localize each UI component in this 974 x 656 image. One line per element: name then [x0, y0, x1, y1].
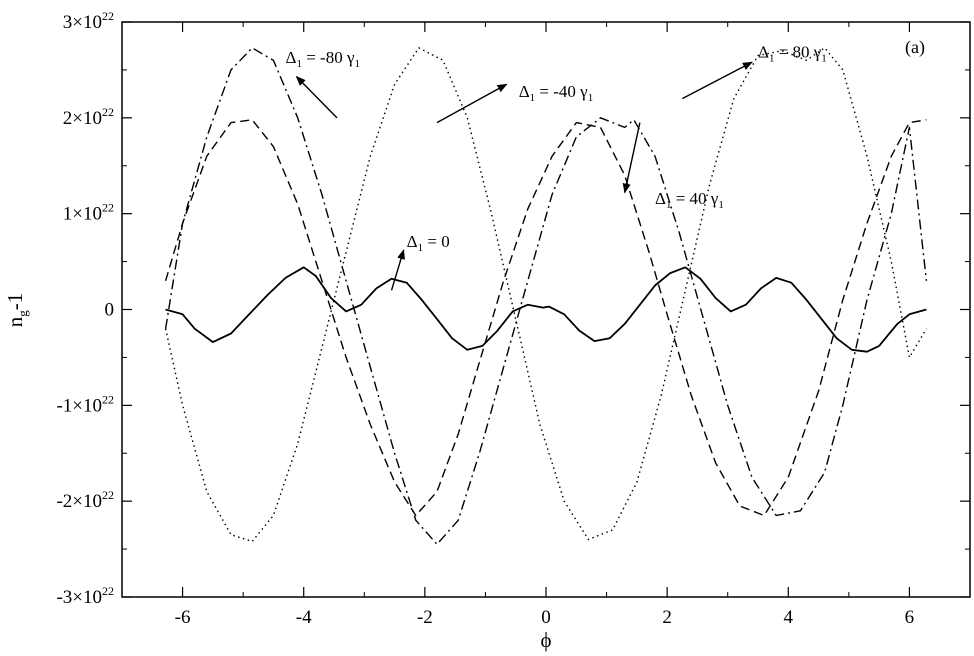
- x-axis-title: ϕ: [540, 628, 551, 652]
- annotation-plus-80-arrow: [681, 61, 753, 100]
- x-tick-label: -2: [417, 607, 433, 628]
- y-tick-label: 2×1022: [63, 105, 114, 129]
- series-line-dashed: [164, 119, 927, 517]
- annotation-zero-arrow: [390, 249, 405, 291]
- annotation-minus-40-arrow: [436, 83, 508, 124]
- panel-label: (a): [905, 37, 925, 58]
- annotation-plus-40-label: Δ1 = 40 γ1: [655, 189, 724, 211]
- y-axis-title-tail: -1: [3, 293, 27, 311]
- axis-ticks: [121, 21, 971, 598]
- series-line-solid: [165, 266, 927, 353]
- series-lines: [164, 47, 928, 545]
- y-tick-label: -2×1022: [56, 488, 114, 512]
- annotation-minus-80-label: Δ1 = -80 γ1: [286, 48, 360, 70]
- annotation-minus-40-label: Δ1 = -40 γ1: [519, 82, 593, 104]
- y-tick-label: -1×1022: [56, 392, 114, 416]
- annotation-minus-80-arrow: [295, 75, 338, 119]
- series-line-dash-dot: [164, 47, 928, 545]
- y-tick-label: -3×1022: [56, 584, 114, 608]
- x-tick-label: -4: [296, 607, 312, 628]
- y-tick-label: 0: [105, 300, 115, 321]
- x-tick-label: 0: [541, 607, 551, 628]
- annotations: Δ1 = -80 γ1 Δ1 = -40 γ1 Δ1 = 80 γ1 Δ1 = 40 …: [286, 42, 827, 291]
- x-tick-label: 6: [905, 607, 915, 628]
- y-tick-label: 1×1022: [63, 201, 114, 225]
- annotation-plus-80-label: Δ1 = 80 γ1: [758, 42, 827, 64]
- annotation-plus-40-arrow: [622, 122, 641, 194]
- annotation-zero-label: Δ1 = 0: [407, 232, 450, 254]
- y-axis-title: ng-1: [3, 293, 30, 328]
- x-tick-label: -6: [175, 607, 191, 628]
- y-axis-title-sub: g: [15, 310, 30, 317]
- y-tick-label: 3×1022: [63, 9, 114, 33]
- x-tick-label: 4: [784, 607, 794, 628]
- tick-labels: -6 -4 -2 0 2 4 6 3×1022 2×1022 1×1022 0 -1×1022 -2×1…: [56, 9, 914, 628]
- y-axis-title-main: n: [3, 316, 27, 327]
- plot-frame: [121, 21, 971, 598]
- series-line-dotted: [164, 47, 928, 543]
- x-tick-label: 2: [662, 607, 672, 628]
